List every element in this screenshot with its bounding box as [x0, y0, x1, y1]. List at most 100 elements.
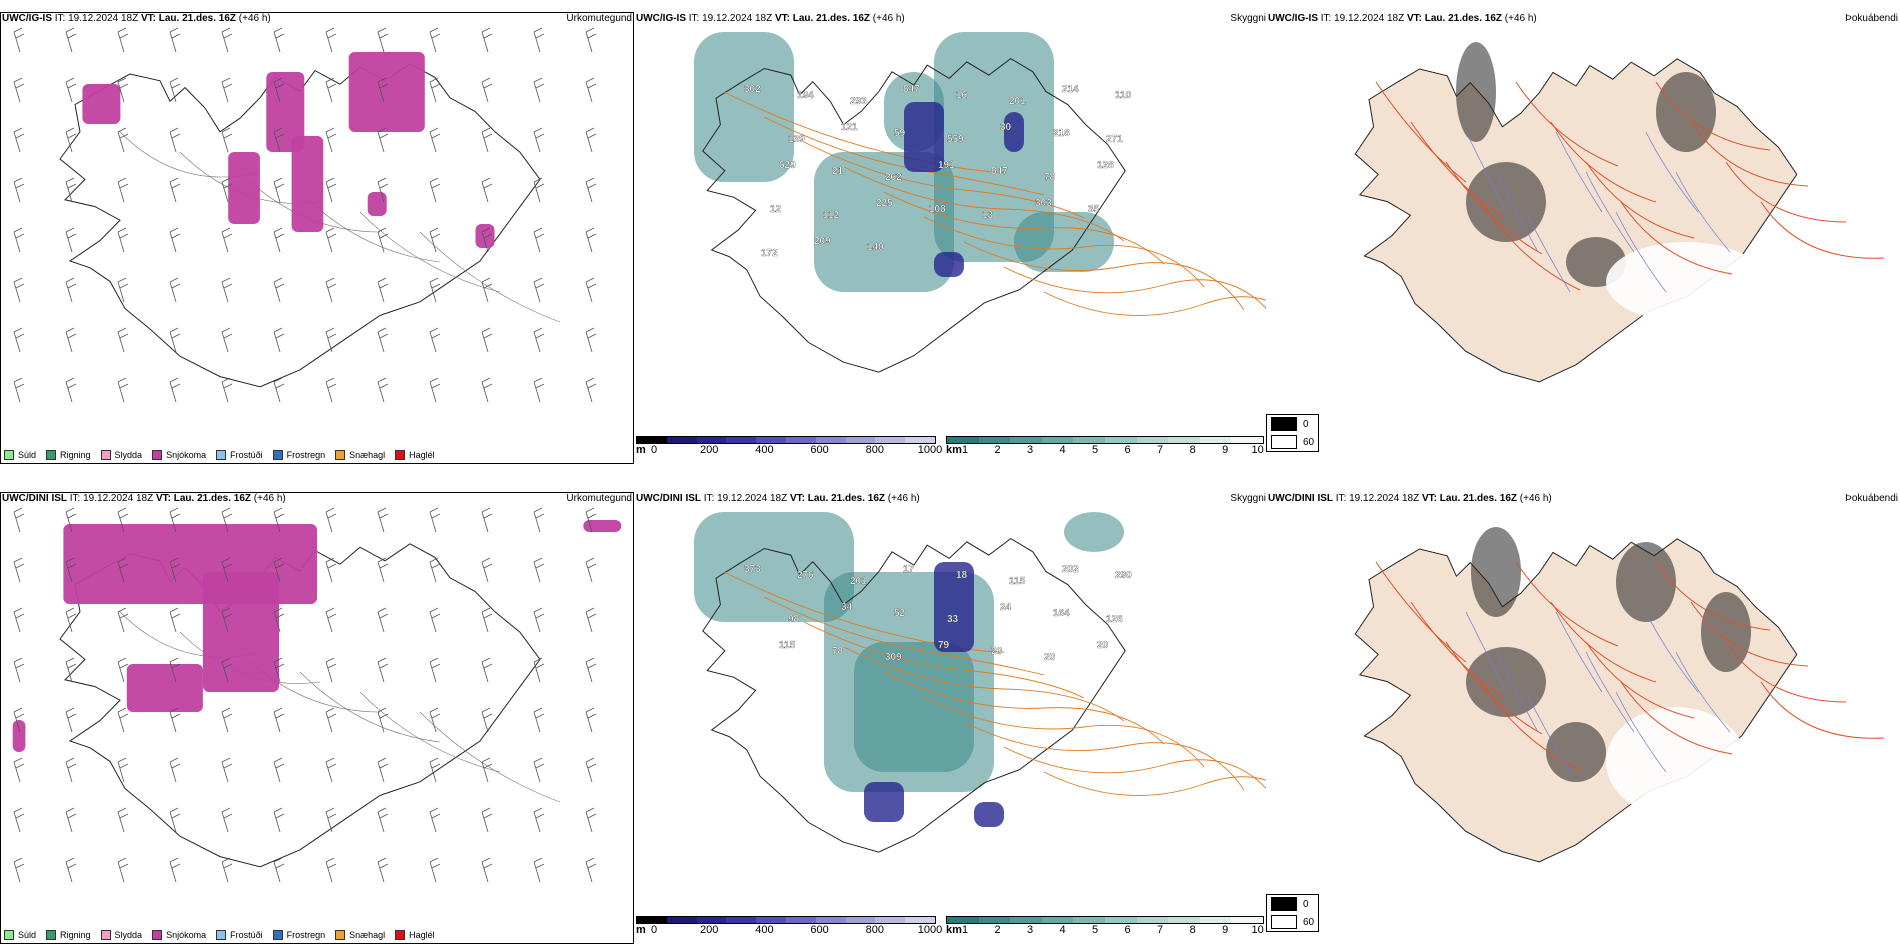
it-value: 19.12.2024 18Z [83, 493, 154, 504]
legend-label: Haglél [409, 930, 435, 940]
panel-title: Úrkomutegund [566, 13, 632, 24]
colorbar-segment [947, 437, 979, 443]
fog-legend-item: 60 [1267, 913, 1318, 931]
legend-swatch [100, 450, 111, 460]
visibility-label: 847 [991, 166, 1008, 177]
visibility-label: 16 [956, 90, 968, 101]
colorbar-tick: 8 [1189, 924, 1196, 936]
precip-map [12, 507, 622, 883]
legend-label: Súld [18, 450, 37, 460]
colorbar-strip [946, 916, 1264, 924]
vt-value: Lau. 21.des. 16Z [807, 493, 886, 504]
fog-panel-row2: UWC/DINI ISL IT: 19.12.2024 18Z VT: Lau.… [1266, 492, 1900, 944]
legend-swatch [395, 930, 406, 940]
visibility-m-colorbar: m 0 200 400 600 800 1000 [636, 436, 942, 458]
visibility-label: 33 [947, 614, 959, 625]
visibility-label: 34 [841, 602, 853, 613]
legend-label: Snæhagl [349, 930, 386, 940]
colorbar-tick: 1 [962, 924, 969, 936]
legend-item: Slydda [100, 450, 143, 460]
colorbar-unit: m [636, 924, 646, 936]
colorbar-segment [785, 437, 816, 443]
visibility-label: 108 [929, 204, 946, 215]
legend-item: Haglél [395, 930, 435, 940]
colorbar-tick: 0 [650, 924, 658, 936]
lead-time: (+46 h) [253, 493, 286, 504]
colorbar-segment [1073, 437, 1105, 443]
visibility-label: 140 [867, 242, 884, 253]
visibility-label: 12 [770, 204, 782, 215]
legend-label: Snjókoma [166, 930, 207, 940]
model-name: UWC/IG-IS [636, 13, 686, 24]
legend-swatch [216, 930, 227, 940]
precip-panel-row1: UWC/IG-IS IT: 19.12.2024 18Z VT: Lau. 21… [0, 12, 634, 464]
colorbar-segment [726, 917, 757, 923]
vt-label: VT: [789, 493, 805, 504]
legend-swatch [4, 930, 14, 940]
panel-title: Úrkomutegund [566, 493, 632, 504]
visibility-label: 20 [991, 646, 1003, 657]
visibility-label: 309 [885, 652, 902, 663]
colorbar-tick: 3 [1027, 924, 1034, 936]
colorbar-tick: 7 [1157, 444, 1164, 456]
fog-legend-item: 0 [1267, 895, 1318, 913]
fog-legend-label: 60 [1303, 916, 1315, 928]
lead-time: (+46 h) [1504, 13, 1537, 24]
fog-legend-label: 0 [1303, 418, 1309, 430]
panel-header: UWC/DINI ISL IT: 19.12.2024 18Z VT: Lau.… [1268, 492, 1898, 506]
visibility-label: 30 [1000, 122, 1012, 133]
visibility-label: 78 [1044, 172, 1056, 183]
legend-swatch [216, 450, 227, 460]
visibility-label: 172 [761, 248, 778, 259]
colorbar-tick: 10 [1251, 924, 1264, 936]
it-value: 19.12.2024 18Z [702, 13, 773, 24]
visibility-label: 20 [1097, 640, 1109, 651]
precip-panel-row2: UWC/DINI ISL IT: 19.12.2024 18Z VT: Lau.… [0, 492, 634, 944]
colorbar-segment [1104, 917, 1137, 923]
fog-legend-swatch [1271, 915, 1297, 929]
colorbar-segment [845, 437, 876, 443]
legend-swatch [46, 930, 57, 940]
visibility-km-colorbar: km 1 2 3 4 5 6 7 8 9 10 [946, 436, 1264, 458]
it-label: IT: [688, 13, 700, 24]
legend-label: Slydda [114, 450, 143, 460]
legend-item: Slydda [100, 930, 142, 940]
visibility-label: 302 [744, 84, 761, 95]
colorbar-segment [875, 437, 906, 443]
model-name: UWC/DINI ISL [2, 493, 67, 504]
colorbar-segment [815, 917, 846, 923]
visibility-panel-row2: UWC/DINI ISL IT: 19.12.2024 18Z VT: Lau.… [634, 492, 1268, 944]
legend-item: Frostregn [272, 450, 326, 460]
fog-legend-label: 60 [1303, 436, 1315, 448]
colorbar-segment [1168, 917, 1200, 923]
colorbar-segment [666, 437, 697, 443]
visibility-label: 126 [1106, 614, 1123, 625]
visibility-label: 191 [938, 160, 955, 171]
colorbar-strip [636, 916, 936, 924]
legend-swatch [272, 450, 283, 460]
visibility-label: 139 [788, 134, 805, 145]
visibility-label: 115 [779, 640, 796, 651]
colorbar-segment [666, 917, 697, 923]
legend-swatch [335, 450, 346, 460]
model-name: UWC/DINI ISL [1268, 493, 1333, 504]
visibility-label: 18 [956, 570, 968, 581]
colorbar-segment [637, 917, 667, 923]
lead-time: (+46 h) [872, 13, 905, 24]
vt-label: VT: [1421, 493, 1437, 504]
colorbar-strip [946, 436, 1264, 444]
colorbar-unit: km [946, 444, 962, 456]
colorbar-tick: 5 [1092, 924, 1099, 936]
colorbar-tick: 1000 [917, 444, 943, 456]
visibility-label: 225 [876, 198, 893, 209]
colorbar-tick: 8 [1189, 444, 1196, 456]
colorbar-segment [696, 917, 727, 923]
visibility-label: 98 [788, 614, 800, 625]
fog-legend-swatch [1271, 417, 1297, 431]
legend-label: Frostregn [286, 450, 326, 460]
colorbar-segment [1041, 437, 1074, 443]
legend-item: Rigning [46, 930, 91, 940]
colorbar-tick: 7 [1157, 924, 1164, 936]
visibility-label: 59 [894, 128, 906, 139]
fog-legend-label: 0 [1303, 898, 1309, 910]
